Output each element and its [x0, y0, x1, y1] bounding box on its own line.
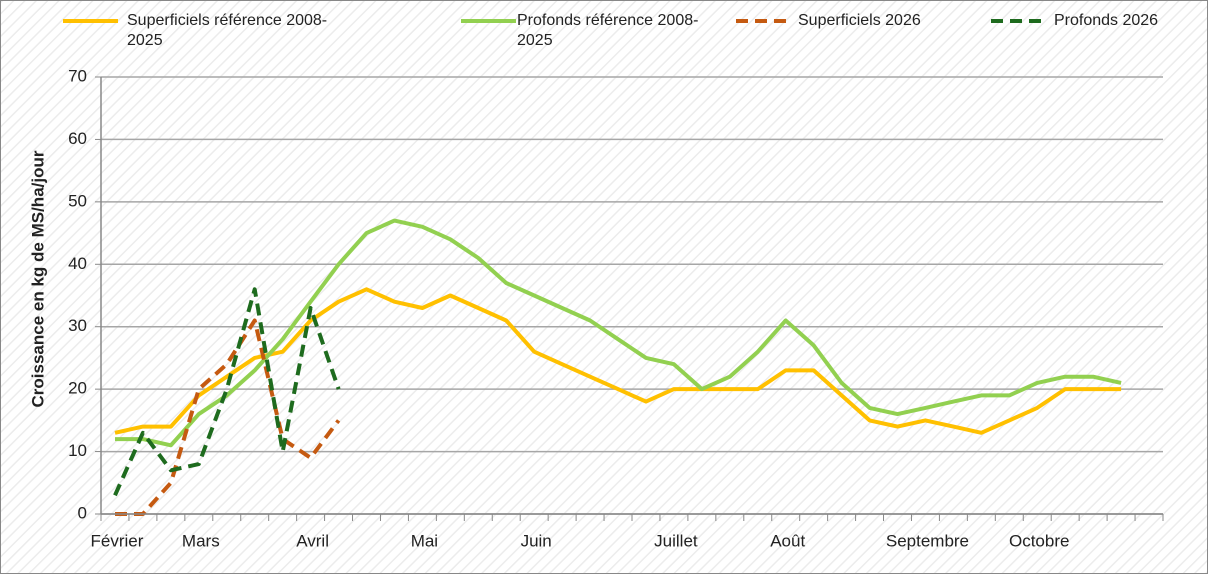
legend-label: Superficiels référence 2008-2025 — [127, 12, 328, 49]
y-axis-label: Croissance en kg de MS/ha/jour — [28, 150, 47, 407]
y-tick-label: 30 — [68, 316, 87, 335]
series-line — [115, 218, 1122, 448]
x-tick-label: Mars — [182, 531, 220, 550]
legend-label: Superficiels 2026 — [798, 12, 921, 29]
y-tick-label: 20 — [68, 379, 87, 398]
x-tick-label: Mai — [411, 531, 438, 550]
series-line — [114, 287, 1122, 435]
legend-label: Profonds 2026 — [1054, 12, 1159, 29]
series-line — [115, 318, 341, 516]
series-line — [113, 287, 341, 497]
y-tick-label: 0 — [78, 503, 87, 522]
y-tick-label: 10 — [68, 441, 87, 460]
legend-label: Profonds référence 2008-2025 — [517, 12, 699, 49]
x-tick-label: Septembre — [886, 531, 969, 550]
y-tick-label: 50 — [68, 191, 87, 210]
x-tick-label: Février — [91, 531, 144, 550]
y-tick-label: 40 — [68, 254, 87, 273]
x-tick-label: Octobre — [1009, 531, 1069, 550]
x-tick-label: Juin — [521, 531, 552, 550]
x-tick-label: Août — [770, 531, 805, 550]
x-tick-label: Juillet — [654, 531, 698, 550]
x-tick-label: Avril — [296, 531, 329, 550]
y-tick-label: 60 — [68, 129, 87, 148]
y-tick-label: 70 — [68, 66, 87, 85]
